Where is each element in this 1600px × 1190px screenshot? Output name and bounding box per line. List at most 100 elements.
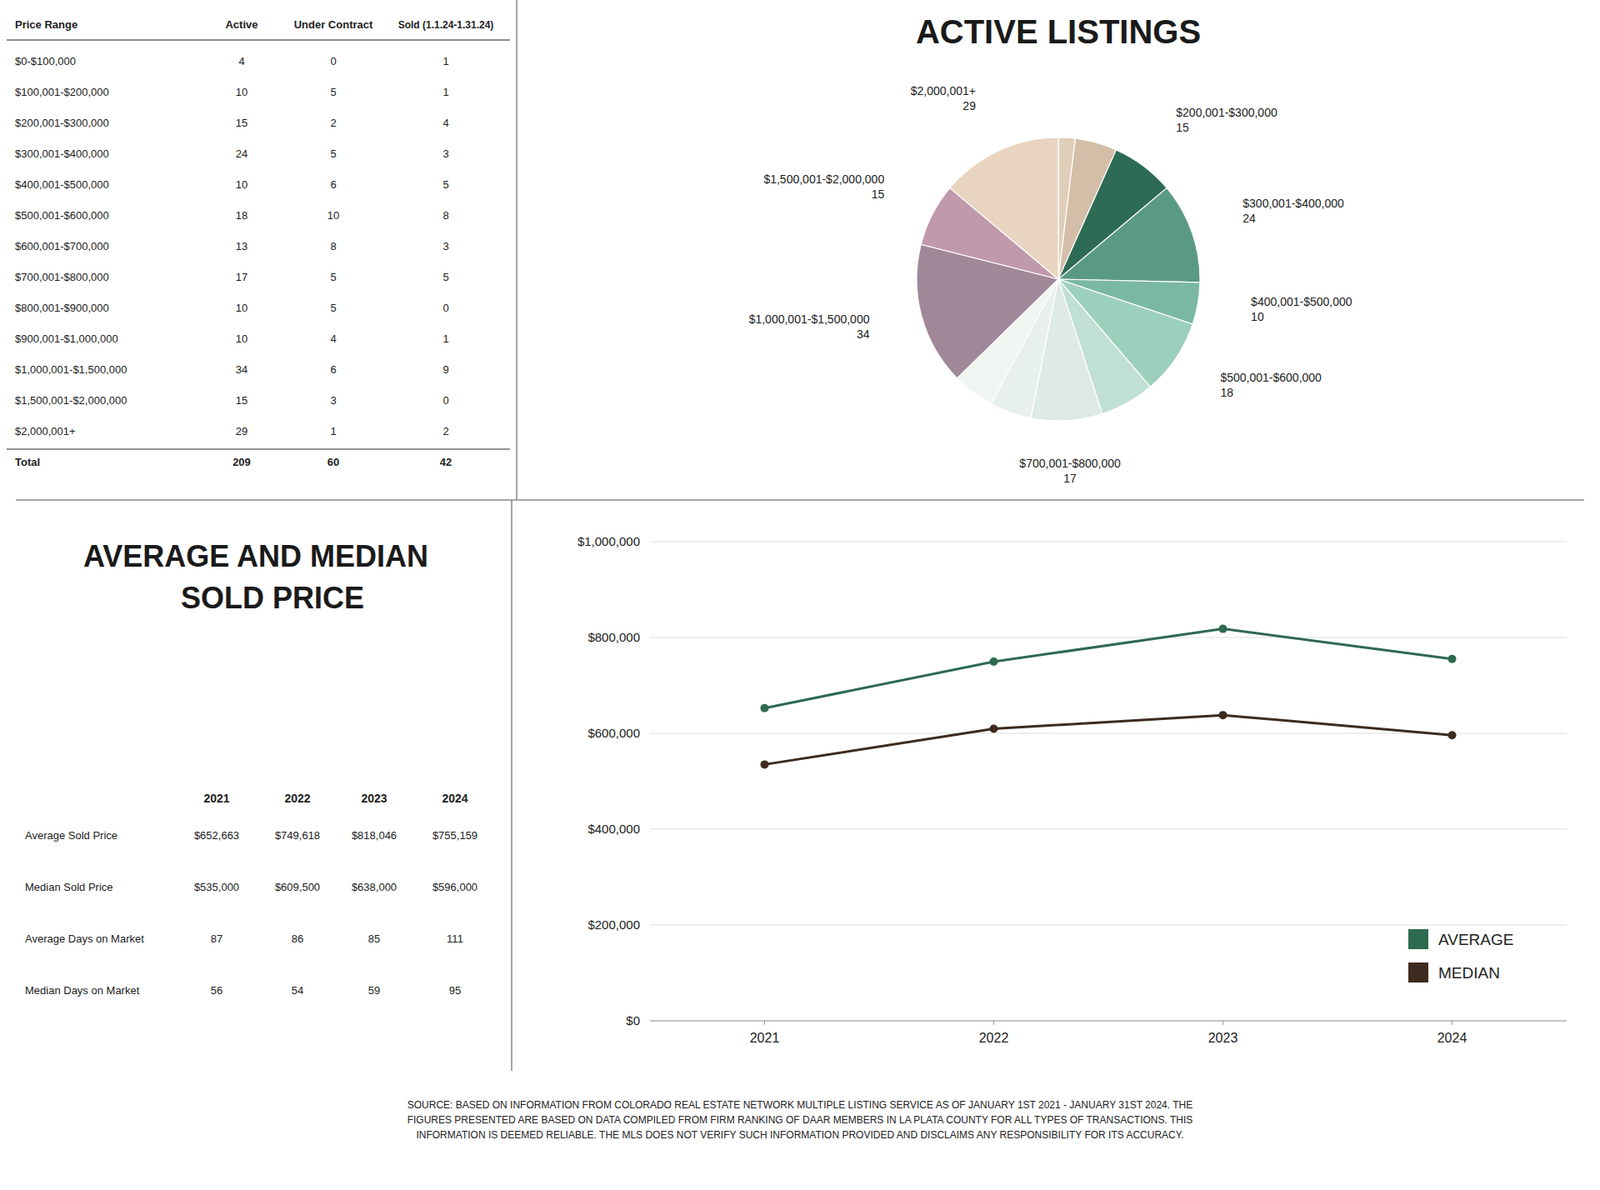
table-cell: 5	[442, 178, 449, 191]
divider	[15, 499, 1585, 501]
table-header: Active	[225, 18, 258, 31]
table-cell: 87	[210, 932, 223, 945]
grid	[650, 541, 1567, 1021]
pie-label-value: 10	[1250, 310, 1265, 324]
pie-label-category: $200,001-$300,000	[1175, 105, 1278, 120]
dashboard: Price RangeActiveUnder ContractSold (1.1…	[0, 0, 1600, 1190]
y-tick-label: $800,000	[587, 630, 640, 645]
table-cell: 3	[442, 147, 449, 160]
pie-label: $400,001-$500,00010	[1250, 295, 1353, 324]
table-cell: $1,500,001-$2,000,000	[15, 394, 127, 407]
line-marker	[1448, 730, 1457, 740]
x-tick	[764, 1020, 765, 1025]
line-marker	[990, 657, 999, 666]
table-cell: 59	[368, 984, 380, 997]
pie-label-category: $700,001-$800,000	[1019, 456, 1121, 470]
price-range-table: Price RangeActiveUnder ContractSold (1.1…	[6, 18, 510, 469]
table-cell: 42	[440, 455, 452, 469]
table-cell: $652,663	[194, 829, 240, 842]
legend-label: MEDIAN	[1438, 964, 1500, 982]
table-cell: 18	[235, 209, 248, 222]
divider	[510, 500, 513, 1071]
legend-swatch	[1408, 929, 1429, 950]
table-cell: 4	[330, 332, 336, 345]
table-cell: 10	[235, 332, 248, 345]
pie-label-category: $1,000,001-$1,500,000	[749, 312, 870, 326]
table-cell: 6	[330, 363, 336, 376]
table-cell: 1	[330, 425, 336, 438]
pie-label: $1,000,001-$1,500,00034	[749, 312, 870, 341]
y-tick-label: $1,000,000	[577, 534, 640, 549]
table-cell: 9	[442, 363, 449, 376]
stats-table: 2021 2022 2023 2024 Average Sold Price $652,6…	[25, 791, 478, 997]
table-cell: $400,001-$500,000	[15, 178, 110, 191]
table-cell: 10	[235, 178, 248, 191]
table-cell: $755,159	[432, 829, 478, 842]
table-header: Sold (1.1.24-1.31.24)	[398, 19, 495, 31]
table-cell: $700,001-$800,000	[15, 270, 110, 284]
table-cell: $596,000	[432, 880, 478, 894]
table-cell: 34	[235, 363, 248, 376]
table-header: 2022	[284, 791, 310, 805]
pie-label-value: 24	[1242, 211, 1256, 225]
table-cell: Total	[15, 455, 40, 469]
table-cell: $600,001-$700,000	[15, 240, 110, 253]
x-tick	[1222, 1020, 1224, 1025]
grid-line	[650, 829, 1567, 830]
pie-label-value: 18	[1220, 385, 1234, 400]
table-cell: 15	[235, 116, 248, 130]
background	[0, 0, 1600, 1190]
line-marker	[1219, 625, 1228, 634]
line-marker	[990, 725, 999, 734]
pie-labels: $200,001-$300,00015$300,001-$400,00024$4…	[749, 84, 1353, 485]
table-cell: 60	[327, 455, 340, 469]
table-cell: $2,000,001+	[15, 425, 76, 438]
table-cell: 0	[330, 55, 336, 68]
divider	[515, 0, 518, 500]
pie-label-category: $300,001-$400,000	[1242, 196, 1345, 210]
table-cell: $800,001-$900,000	[15, 301, 110, 315]
table-header: 2023	[360, 791, 387, 805]
line-marker	[760, 760, 770, 769]
table-cell: 2	[330, 116, 336, 130]
table-cell: $1,000,001-$1,500,000	[15, 363, 127, 376]
table-cell: 13	[235, 240, 248, 253]
table-cell: Average Sold Price	[25, 829, 118, 842]
grid-line	[650, 1020, 1567, 1022]
line-series	[765, 715, 1453, 765]
table-cell: 5	[330, 85, 336, 99]
line-series	[765, 629, 1453, 709]
table-cell: 111	[446, 932, 464, 945]
chart-title: ACTIVE LISTINGS	[915, 13, 1201, 50]
table-cell: $500,001-$600,000	[15, 209, 110, 222]
table-cell: $100,001-$200,000	[15, 85, 110, 99]
y-tick-label: $400,000	[587, 821, 640, 836]
y-tick-label: $600,000	[587, 725, 640, 740]
legend-label: AVERAGE	[1438, 930, 1514, 949]
footer-text: SOURCE: BASED ON INFORMATION FROM COLORA…	[407, 1099, 1194, 1141]
pie-label: $1,500,001-$2,000,00015	[763, 172, 885, 201]
table-header: 2024	[441, 791, 468, 805]
table-cell: 0	[442, 301, 449, 315]
x-axis-line	[650, 1020, 1567, 1022]
table-cell: $900,001-$1,000,000	[15, 332, 119, 345]
table-cell: 85	[368, 932, 380, 945]
table-cell: 3	[330, 394, 336, 407]
table-cell: $638,000	[351, 880, 397, 894]
table-cell: 56	[210, 984, 223, 997]
grid-line	[650, 541, 1567, 543]
table-cell: 6	[330, 178, 336, 191]
table-header: 2021	[203, 791, 230, 805]
table-cell: 5	[330, 270, 336, 284]
table-cell: Median Sold Price	[25, 880, 114, 894]
table-cell: $0-$100,000	[15, 55, 76, 68]
table-cell: 5	[330, 301, 336, 315]
table-cell: $609,500	[275, 880, 320, 894]
table-cell: 3	[442, 240, 449, 253]
plot-data	[760, 625, 1457, 770]
grid-line	[650, 637, 1567, 639]
pie-label-category: $400,001-$500,000	[1250, 295, 1353, 309]
table-cell: 10	[327, 209, 340, 222]
table-cell: 1	[442, 55, 449, 68]
table-cell: 10	[235, 85, 248, 99]
